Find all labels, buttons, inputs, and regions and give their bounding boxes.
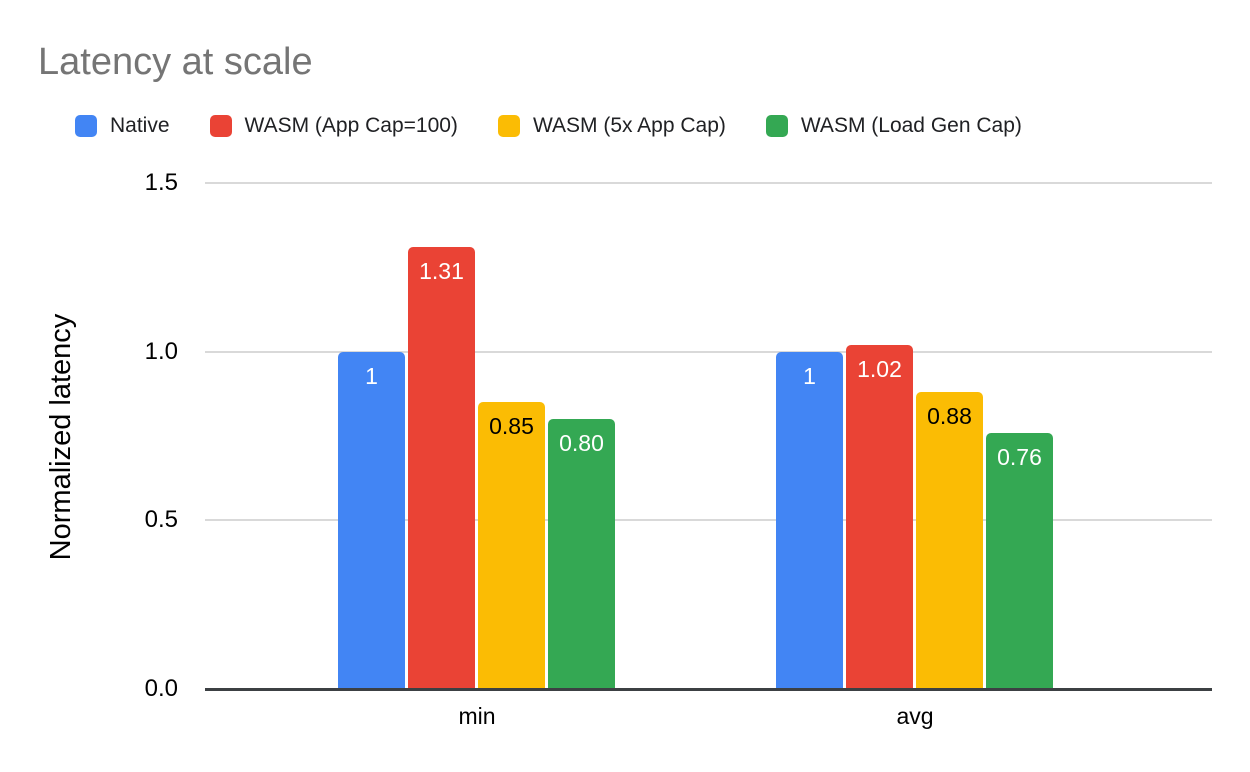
legend-label: WASM (App Cap=100) (244, 114, 458, 137)
chart-plot: 1 1 1.31 1.02 0.85 0.88 0.80 0.76 (205, 182, 1212, 691)
bar-value-label: 1.31 (419, 258, 464, 284)
x-axis-label-avg: avg (896, 703, 934, 729)
bar-value-label: 1 (365, 363, 378, 389)
bar-wasm-5x-app-cap-min (478, 402, 545, 689)
legend-label: WASM (5x App Cap) (532, 114, 726, 137)
legend-swatch-icon (497, 115, 520, 137)
bar-native-min (338, 352, 405, 689)
gridline (205, 182, 1212, 184)
legend-swatch-icon (75, 115, 97, 137)
legend-label: Native (110, 114, 170, 137)
y-tick-label: 0.0 (144, 675, 178, 702)
legend-swatch-icon (209, 115, 232, 137)
bar-wasm-load-gen-cap-min (548, 419, 615, 689)
bar-value-label: 1 (803, 363, 816, 389)
legend-item-wasm-load-gen-cap: WASM (Load Gen Cap) (765, 114, 1022, 138)
legend-item-wasm-5x-app-cap: WASM (5x App Cap) (497, 114, 726, 138)
bar-value-label: 0.80 (559, 430, 604, 456)
legend-item-wasm-app-cap-100: WASM (App Cap=100) (209, 114, 458, 138)
legend-swatch-icon (765, 115, 788, 137)
y-tick-label: 0.5 (144, 506, 178, 533)
bar-wasm-app-cap-100-min (408, 247, 475, 689)
bar-value-label: 1.02 (857, 356, 902, 382)
gridline (205, 351, 1212, 353)
bar-wasm-5x-app-cap-avg (916, 392, 983, 689)
legend-label: WASM (Load Gen Cap) (800, 114, 1022, 137)
y-axis-title: Normalized latency (45, 313, 77, 561)
bar-wasm-app-cap-100-avg (846, 345, 913, 689)
bar-wasm-load-gen-cap-avg (986, 433, 1053, 689)
bar-value-label: 0.88 (927, 403, 972, 429)
bar-value-label: 0.76 (997, 444, 1042, 470)
legend-item-native: Native (75, 114, 170, 138)
chart-title: Latency at scale (38, 41, 313, 83)
gridline (205, 519, 1212, 521)
y-tick-label: 1.0 (144, 338, 178, 365)
legend: Native WASM (App Cap=100) WASM (5x App Cap… (75, 111, 1022, 141)
x-axis-label-min: min (458, 703, 496, 729)
bar-value-label: 0.85 (489, 413, 534, 439)
bar-native-avg (776, 352, 843, 689)
x-axis-baseline (205, 688, 1212, 691)
y-tick-label: 1.5 (144, 169, 178, 196)
